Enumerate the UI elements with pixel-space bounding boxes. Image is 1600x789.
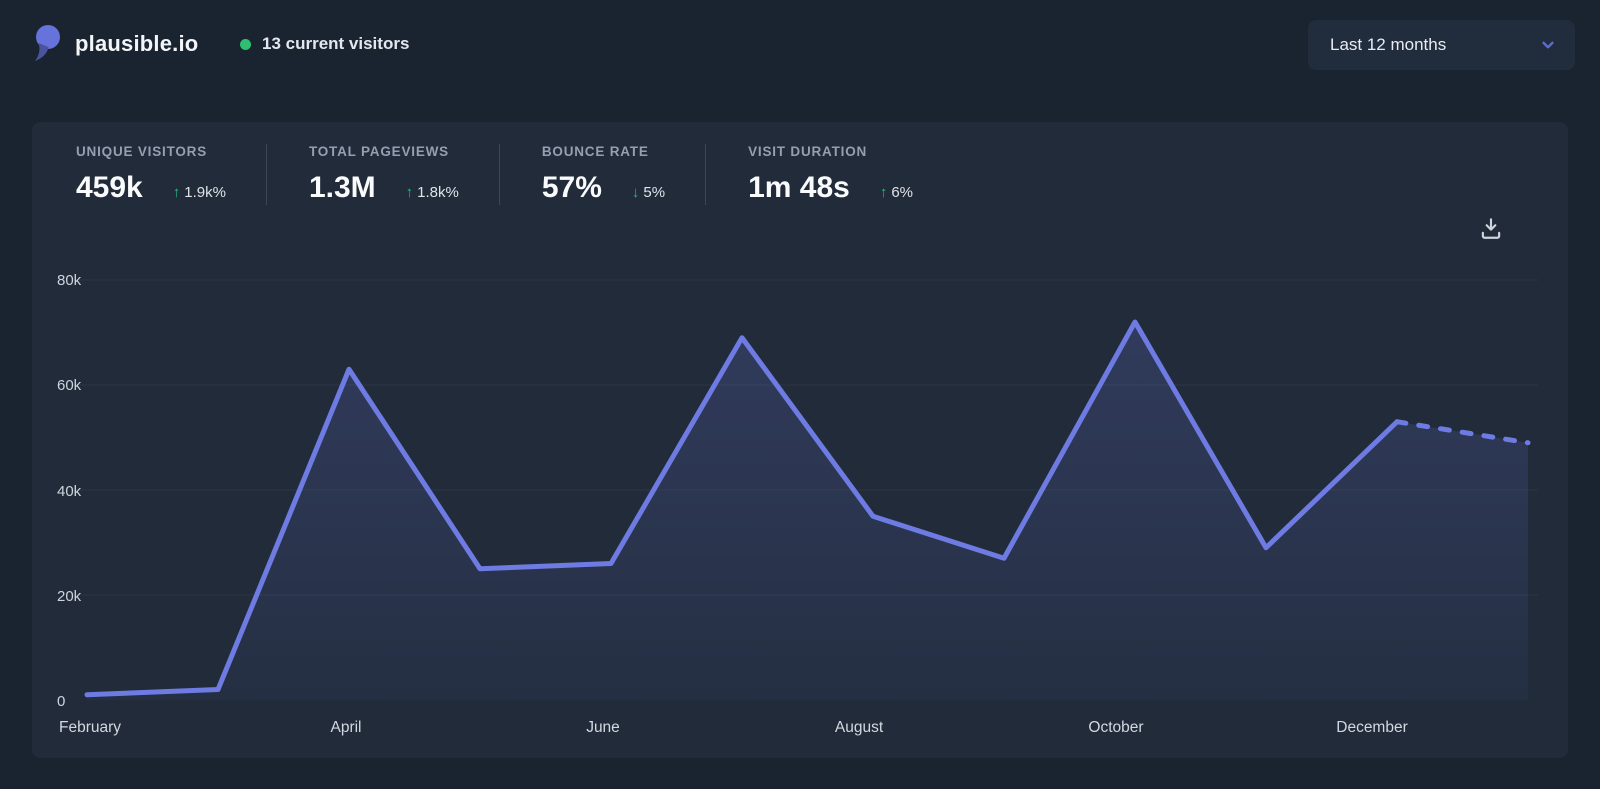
stat-label: UNIQUE VISITORS bbox=[76, 144, 208, 159]
plausible-logo-icon bbox=[35, 25, 60, 61]
chevron-down-icon bbox=[1542, 41, 1554, 49]
stat-bounce-rate[interactable]: BOUNCE RATE 57% ↓ 5% bbox=[541, 144, 707, 205]
period-selector-label: Last 12 months bbox=[1330, 35, 1447, 54]
x-axis-tick: October bbox=[1088, 719, 1144, 736]
y-axis-tick: 60k bbox=[57, 377, 82, 394]
stat-change: ↓ 5% bbox=[631, 184, 666, 201]
x-axis-tick: April bbox=[330, 719, 362, 736]
stat-unique-visitors[interactable]: UNIQUE VISITORS 459k ↑ 1.9k% bbox=[76, 144, 267, 205]
site-name: plausible.io bbox=[75, 31, 199, 56]
stat-value: 459k bbox=[76, 171, 143, 204]
current-visitors[interactable]: 13 current visitors bbox=[240, 24, 409, 64]
arrow-up-icon: ↑ bbox=[879, 184, 888, 201]
arrow-up-icon: ↑ bbox=[405, 184, 414, 201]
stat-value: 57% bbox=[541, 171, 602, 204]
visitors-line[interactable] bbox=[84, 319, 1400, 698]
y-axis-tick: 80k bbox=[57, 272, 82, 289]
arrow-up-icon: ↑ bbox=[172, 184, 181, 201]
stat-label: VISIT DURATION bbox=[748, 144, 868, 159]
x-axis-tick: February bbox=[58, 719, 122, 736]
stat-value: 1m 48s bbox=[748, 171, 850, 204]
stat-visit-duration[interactable]: VISIT DURATION 1m 48s ↑ 6% bbox=[748, 144, 953, 205]
stat-change: ↑ 1.9k% bbox=[172, 184, 226, 201]
live-dot-icon bbox=[240, 38, 251, 50]
stat-label: TOTAL PAGEVIEWS bbox=[308, 144, 449, 159]
stat-change: ↑ 1.8k% bbox=[405, 184, 459, 201]
download-icon bbox=[1481, 217, 1501, 239]
visitors-chart[interactable] bbox=[32, 122, 1568, 758]
x-axis-tick: August bbox=[834, 719, 884, 736]
visitors-area bbox=[87, 322, 1528, 700]
x-axis-tick: December bbox=[1336, 719, 1408, 736]
visitors-line-dashed[interactable] bbox=[1394, 419, 1531, 446]
period-selector[interactable]: Last 12 months bbox=[1308, 20, 1575, 70]
stats-row: UNIQUE VISITORS 459k ↑ 1.9k% TOTAL PAGEVI… bbox=[76, 144, 953, 205]
arrow-down-icon: ↓ bbox=[631, 184, 640, 201]
stat-change: ↑ 6% bbox=[879, 184, 914, 201]
y-axis-tick: 40k bbox=[57, 483, 82, 500]
stat-total-pageviews[interactable]: TOTAL PAGEVIEWS 1.3M ↑ 1.8k% bbox=[309, 144, 500, 205]
brand: plausible.io bbox=[32, 24, 198, 64]
current-visitors-label: 13 current visitors bbox=[262, 34, 410, 53]
stat-label: BOUNCE RATE bbox=[541, 144, 649, 159]
y-axis-tick: 20k bbox=[57, 588, 82, 605]
analytics-card: UNIQUE VISITORS 459k ↑ 1.9k% TOTAL PAGEVI… bbox=[32, 122, 1568, 758]
stat-value: 1.3M bbox=[308, 171, 376, 204]
y-axis-tick: 0 bbox=[57, 693, 66, 710]
top-header: plausible.io 13 current visitors Last 12… bbox=[0, 0, 1600, 90]
export-button[interactable] bbox=[1476, 214, 1506, 244]
x-axis-tick: June bbox=[586, 719, 620, 736]
